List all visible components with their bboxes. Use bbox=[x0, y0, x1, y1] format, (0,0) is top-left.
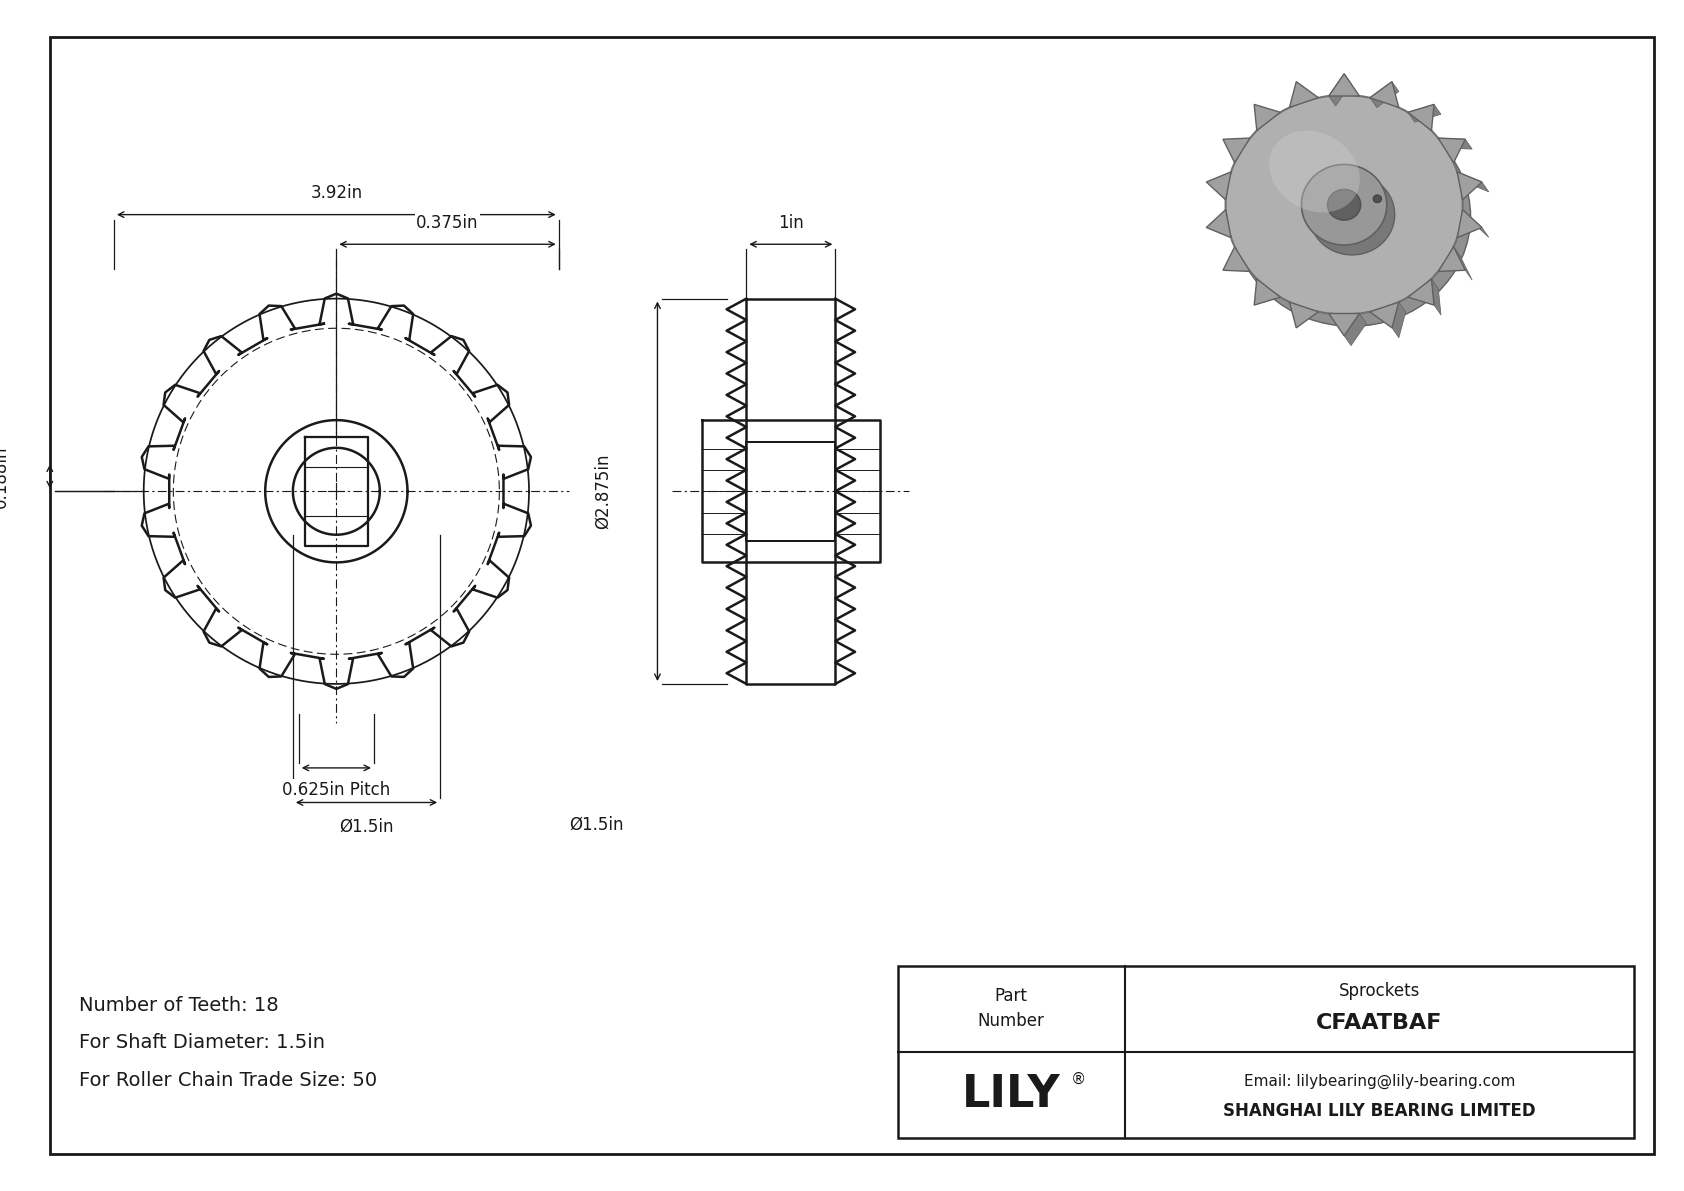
Ellipse shape bbox=[1302, 164, 1388, 245]
Text: Ø2.875in: Ø2.875in bbox=[594, 454, 611, 529]
Polygon shape bbox=[1408, 105, 1442, 123]
Polygon shape bbox=[1255, 279, 1280, 305]
Text: CFAATBAF: CFAATBAF bbox=[1315, 1012, 1443, 1033]
Text: LILY: LILY bbox=[962, 1073, 1061, 1116]
Polygon shape bbox=[1453, 247, 1472, 280]
Polygon shape bbox=[1290, 303, 1319, 328]
Ellipse shape bbox=[1327, 189, 1361, 220]
Polygon shape bbox=[1369, 303, 1399, 328]
Polygon shape bbox=[1329, 313, 1359, 336]
Text: 1in: 1in bbox=[778, 213, 803, 231]
Ellipse shape bbox=[1270, 131, 1361, 212]
Polygon shape bbox=[1290, 82, 1319, 107]
Text: ®: ® bbox=[1071, 1072, 1086, 1086]
Polygon shape bbox=[1457, 210, 1482, 238]
Ellipse shape bbox=[1310, 174, 1394, 255]
Polygon shape bbox=[1457, 172, 1482, 200]
Polygon shape bbox=[1223, 138, 1250, 163]
Polygon shape bbox=[1431, 279, 1442, 314]
Polygon shape bbox=[1438, 138, 1472, 149]
Ellipse shape bbox=[1372, 195, 1381, 202]
Text: Part
Number: Part Number bbox=[978, 987, 1044, 1030]
Polygon shape bbox=[1369, 82, 1399, 107]
Polygon shape bbox=[1255, 105, 1280, 131]
Polygon shape bbox=[1438, 138, 1465, 163]
Text: Number of Teeth: 18: Number of Teeth: 18 bbox=[79, 996, 280, 1015]
Text: Ø1.5in: Ø1.5in bbox=[569, 815, 625, 834]
Polygon shape bbox=[1344, 313, 1366, 345]
Polygon shape bbox=[1408, 105, 1435, 131]
Text: 3.92in: 3.92in bbox=[310, 183, 362, 202]
Ellipse shape bbox=[1233, 107, 1470, 326]
Text: 0.188in: 0.188in bbox=[0, 445, 10, 507]
Polygon shape bbox=[1329, 74, 1351, 106]
Bar bbox=[898, 966, 1633, 1139]
Polygon shape bbox=[1457, 172, 1489, 192]
Polygon shape bbox=[1206, 210, 1231, 238]
Ellipse shape bbox=[1226, 95, 1463, 314]
Text: 0.625in Pitch: 0.625in Pitch bbox=[283, 780, 391, 799]
Polygon shape bbox=[1329, 74, 1359, 96]
Text: Email: lilybearing@lily-bearing.com: Email: lilybearing@lily-bearing.com bbox=[1243, 1073, 1516, 1089]
Text: Sprockets: Sprockets bbox=[1339, 983, 1420, 1000]
Polygon shape bbox=[1393, 303, 1406, 338]
Polygon shape bbox=[1438, 247, 1465, 272]
Polygon shape bbox=[1206, 172, 1231, 200]
Text: 0.375in: 0.375in bbox=[416, 213, 478, 231]
Text: Ø1.5in: Ø1.5in bbox=[338, 817, 394, 835]
Polygon shape bbox=[1223, 247, 1250, 272]
Text: For Shaft Diameter: 1.5in: For Shaft Diameter: 1.5in bbox=[79, 1033, 325, 1052]
Polygon shape bbox=[1463, 210, 1489, 237]
Text: SHANGHAI LILY BEARING LIMITED: SHANGHAI LILY BEARING LIMITED bbox=[1223, 1102, 1536, 1120]
Polygon shape bbox=[1408, 279, 1435, 305]
Polygon shape bbox=[1369, 82, 1399, 107]
Text: For Roller Chain Trade Size: 50: For Roller Chain Trade Size: 50 bbox=[79, 1071, 377, 1090]
